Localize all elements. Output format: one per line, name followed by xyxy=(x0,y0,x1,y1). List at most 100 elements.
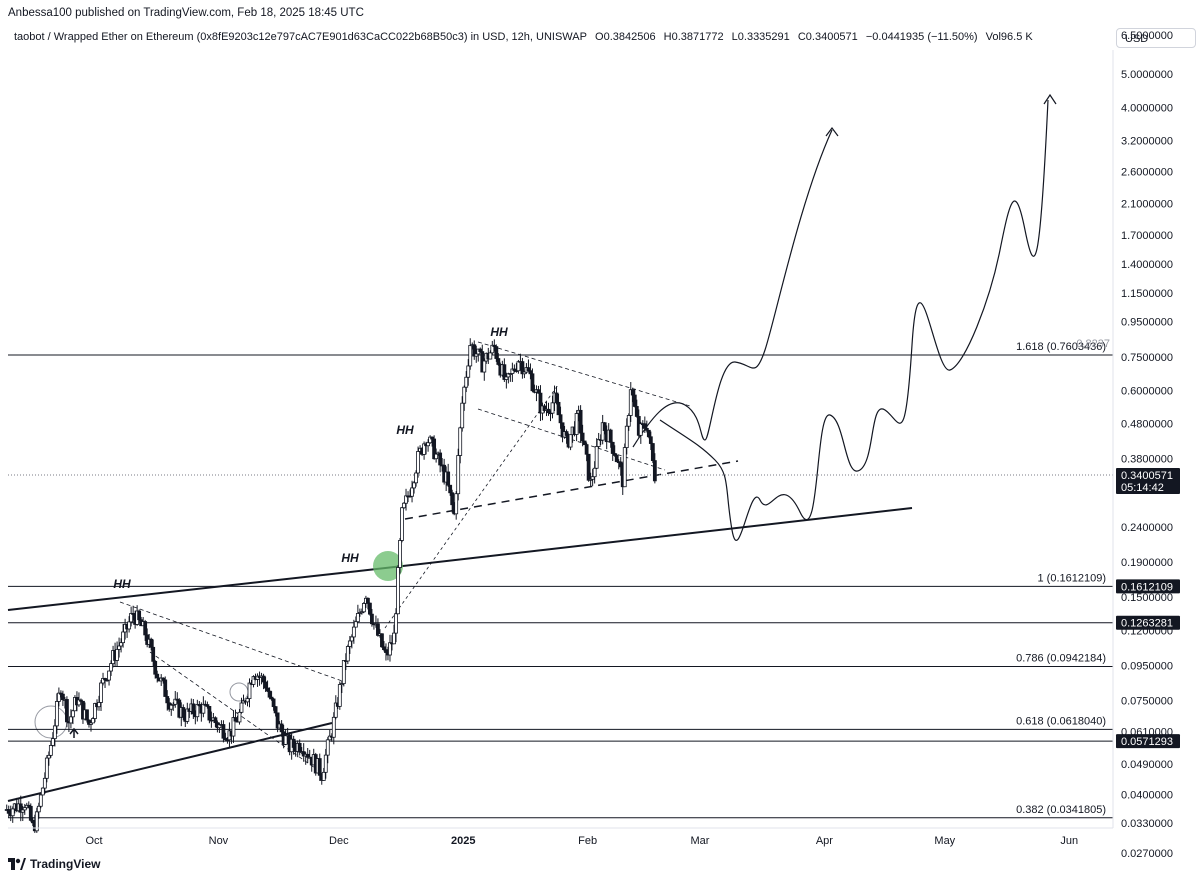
y-tick-label: 0.9500000 xyxy=(1121,317,1173,329)
candle-body xyxy=(71,710,75,718)
level-label: 0.786 (0.0942184) xyxy=(1016,652,1106,664)
candle-body xyxy=(173,698,178,705)
candle-body xyxy=(195,704,200,718)
breakout-highlight-circle xyxy=(373,551,403,581)
candle-body xyxy=(410,487,414,497)
candle-body xyxy=(556,401,561,416)
candle-body xyxy=(153,660,158,675)
candle-body xyxy=(458,427,463,456)
candle-body xyxy=(564,431,569,436)
candle-body xyxy=(622,447,627,488)
candle-body xyxy=(237,711,242,723)
candle-body xyxy=(384,649,388,653)
candle-body xyxy=(155,673,160,679)
candle-body xyxy=(624,425,629,448)
candle-body xyxy=(504,376,509,380)
candle-body xyxy=(361,603,366,613)
candle-body xyxy=(582,440,587,446)
dashed-neckline xyxy=(404,460,739,520)
support-circle xyxy=(34,705,68,739)
candle-body xyxy=(394,613,398,634)
candle-body xyxy=(231,717,236,737)
candle-body xyxy=(297,742,302,753)
candle-body xyxy=(275,712,280,729)
candle-body xyxy=(321,771,326,781)
candle-body xyxy=(28,805,33,821)
candle-body xyxy=(121,631,125,644)
candles xyxy=(4,338,657,833)
candle-body xyxy=(22,807,27,811)
candle-body xyxy=(608,429,613,443)
candle-body xyxy=(181,707,186,718)
candle-body xyxy=(428,436,433,444)
x-tick-label: Nov xyxy=(209,835,229,847)
candle-body xyxy=(650,443,655,461)
symbol-name: taobot / Wrapped Ether on Ethereum (0x8f… xyxy=(14,31,587,43)
resistance-trendline xyxy=(7,571,351,611)
candle-body xyxy=(143,621,148,636)
candle-body xyxy=(245,698,250,703)
y-tick-label: 0.1500000 xyxy=(1121,592,1173,604)
price-label-box xyxy=(1116,579,1180,594)
candle-body xyxy=(478,348,483,352)
flag-top xyxy=(477,341,691,407)
y-tick-label: 0.4800000 xyxy=(1121,419,1173,431)
candle-body xyxy=(359,611,364,614)
candle-body xyxy=(482,360,487,373)
price-label-text: 0.0571293 xyxy=(1121,736,1173,748)
y-tick-label: 0.6000000 xyxy=(1121,385,1173,397)
candle-body xyxy=(596,439,601,447)
candle-body xyxy=(119,642,123,647)
candle-body xyxy=(492,344,497,347)
price-axis[interactable]: 6.5000000 5.0000000 4.0000000 3.2000000 2.60… xyxy=(1112,30,1173,860)
candle-body xyxy=(279,723,284,733)
candle-body xyxy=(388,642,392,656)
candle-body xyxy=(402,502,406,509)
symbol-header: taobot / Wrapped Ether on Ethereum (0x8f… xyxy=(14,31,1038,43)
candle-body xyxy=(85,709,89,721)
candle-body xyxy=(530,373,535,392)
candle-body xyxy=(291,738,296,748)
candle-body xyxy=(225,739,230,742)
candle-body xyxy=(472,344,477,357)
ohlc-high: H0.3871772 xyxy=(663,31,724,43)
candle-body xyxy=(317,758,322,776)
candle-body xyxy=(165,696,170,704)
candle-body xyxy=(542,405,547,411)
y-tick-label: 0.0750000 xyxy=(1121,696,1173,708)
currency-button[interactable]: USD xyxy=(1116,28,1196,48)
candle-body xyxy=(448,484,453,494)
x-tick-label: Oct xyxy=(85,835,102,847)
candle-body xyxy=(355,612,360,623)
candle-body xyxy=(34,811,39,832)
price-label-text: 0.3400571 xyxy=(1121,470,1173,482)
candle-body xyxy=(233,717,238,722)
candle-body xyxy=(223,737,228,741)
candle-body xyxy=(630,389,635,396)
candle-body xyxy=(115,648,119,661)
hh-annotation: HH xyxy=(341,551,359,565)
x-tick-label: Dec xyxy=(329,835,349,847)
candle-body xyxy=(52,725,57,739)
candle-body xyxy=(412,482,416,489)
candle-body xyxy=(496,358,501,365)
level-label: 1 (0.1612109) xyxy=(1038,572,1107,584)
y-tick-label: 2.1000000 xyxy=(1121,198,1173,210)
projection-arrow-icon-2 xyxy=(1043,93,1057,105)
candle-body xyxy=(538,392,543,414)
support-trendline xyxy=(349,507,913,573)
y-tick-label: 4.0000000 xyxy=(1121,102,1173,114)
candle-body xyxy=(506,373,511,378)
candle-body xyxy=(370,613,374,625)
x-tick-label: Mar xyxy=(691,835,710,847)
time-axis[interactable]: Oct Nov Dec 2025 Feb Mar Apr May Jun xyxy=(8,827,1113,847)
candle-body xyxy=(50,738,55,746)
candle-body xyxy=(580,432,585,442)
candle-body xyxy=(91,718,95,724)
candle-body xyxy=(347,640,352,647)
candle-body xyxy=(263,681,268,689)
candle-body xyxy=(600,422,605,441)
candle-body xyxy=(46,754,51,759)
